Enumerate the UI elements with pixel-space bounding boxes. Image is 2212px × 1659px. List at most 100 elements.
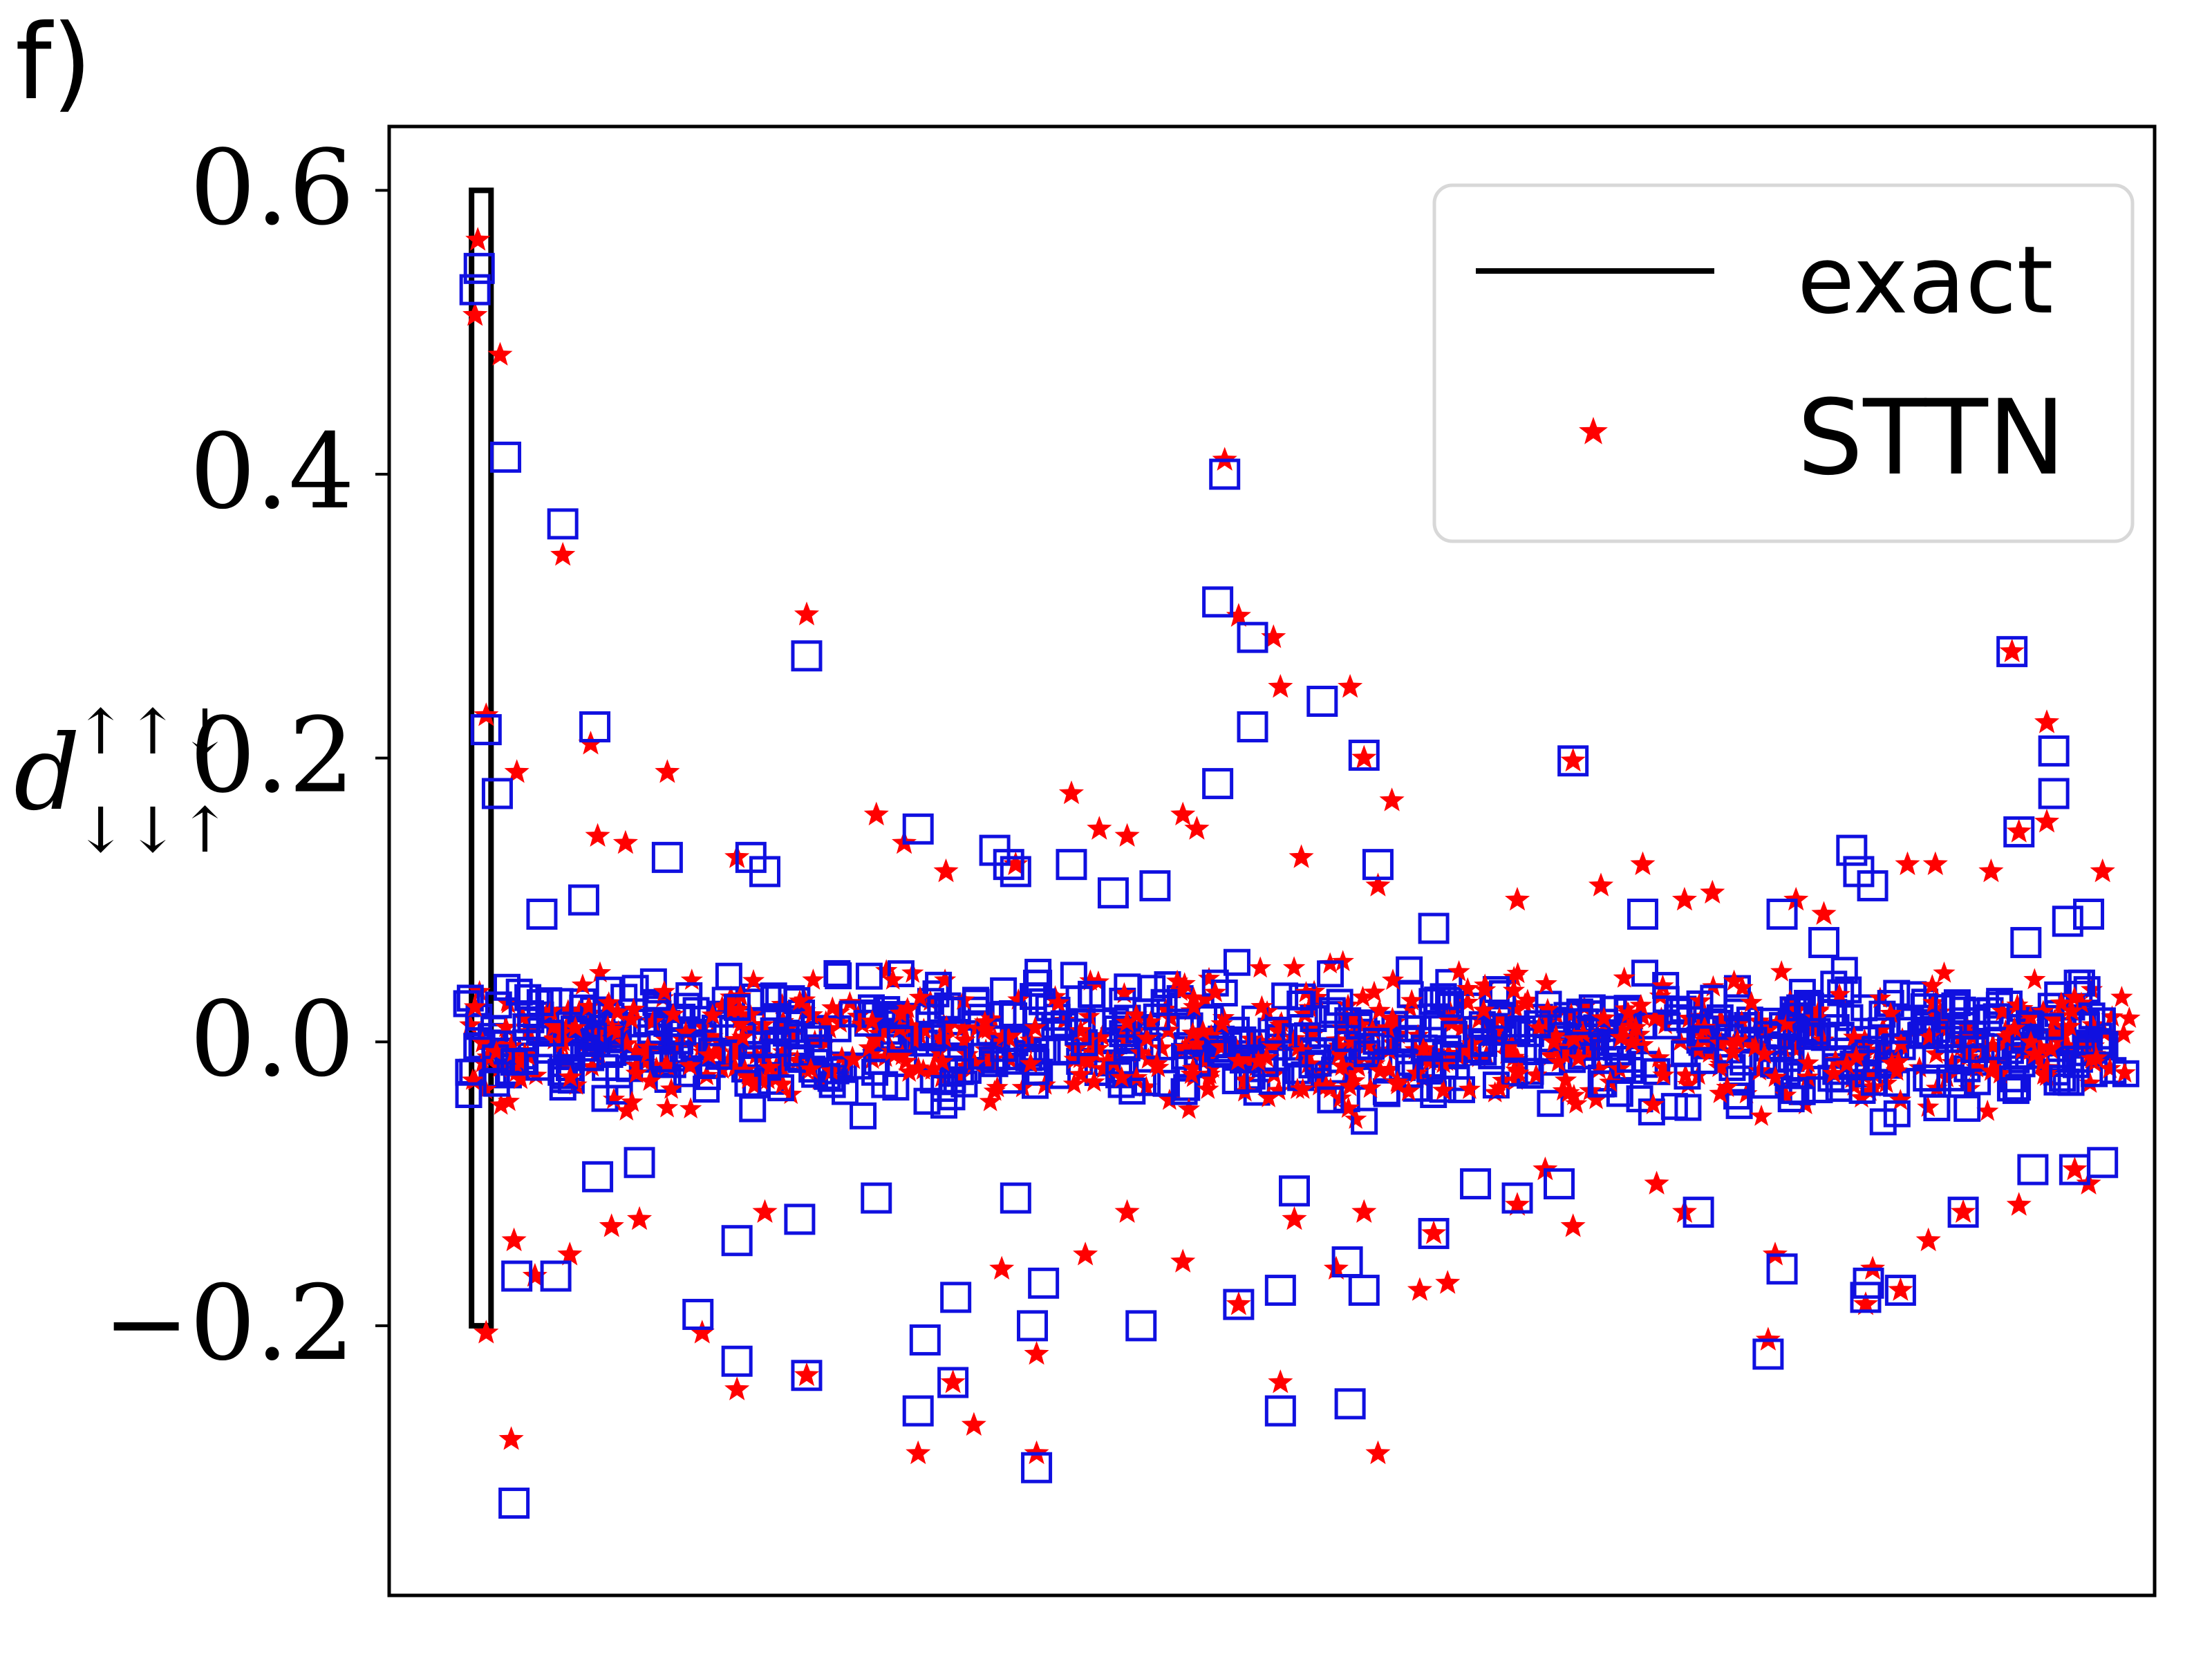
square-point bbox=[1418, 912, 1450, 944]
sttn-point bbox=[659, 1077, 683, 1099]
sttn-point bbox=[1472, 998, 1495, 1020]
sttn-point bbox=[474, 1320, 499, 1344]
sttn-point bbox=[620, 1008, 643, 1029]
square-point bbox=[1326, 988, 1353, 1016]
sttn-point bbox=[1400, 988, 1423, 1011]
sttn-point bbox=[2035, 1062, 2058, 1084]
sttn-point bbox=[1573, 995, 1595, 1017]
sttn-point bbox=[1368, 999, 1391, 1020]
square-point bbox=[2052, 906, 2083, 937]
square-point bbox=[1780, 1077, 1808, 1105]
sttn-point bbox=[739, 1018, 762, 1040]
sttn-point bbox=[1135, 1076, 1158, 1097]
square-point bbox=[1410, 1034, 1438, 1062]
square-point bbox=[2049, 1065, 2077, 1092]
y-tick-label: 0.0 bbox=[189, 980, 355, 1100]
sttn-point bbox=[1917, 1096, 1940, 1117]
sttn-point bbox=[724, 1056, 747, 1078]
sttn-point bbox=[1158, 1088, 1181, 1110]
sttn-point bbox=[900, 1014, 923, 1036]
square-point bbox=[639, 968, 667, 995]
sttn-point bbox=[1173, 972, 1196, 993]
square-point bbox=[1867, 1017, 1895, 1044]
sttn-point bbox=[489, 1093, 512, 1115]
sttn-point bbox=[1647, 1046, 1670, 1068]
square-point bbox=[1298, 1051, 1326, 1079]
square-point bbox=[1999, 1065, 2027, 1093]
sttn-point bbox=[1421, 1220, 1447, 1244]
sttn-point bbox=[636, 1042, 659, 1063]
square-point bbox=[1501, 1182, 1533, 1214]
square-point bbox=[1783, 997, 1811, 1024]
sttn-point bbox=[1805, 1006, 1828, 1028]
sttn-point bbox=[2031, 1051, 2054, 1073]
sttn-point bbox=[1644, 1006, 1667, 1029]
sttn-point bbox=[1338, 1075, 1361, 1096]
square-point bbox=[940, 1282, 972, 1313]
square-point bbox=[1674, 1062, 1701, 1090]
sttn-point bbox=[588, 961, 612, 983]
sttn-point bbox=[1941, 1051, 1964, 1073]
sttn-point bbox=[1506, 962, 1529, 984]
sttn-point bbox=[2023, 1042, 2046, 1065]
sttn-point bbox=[678, 1054, 702, 1076]
sttn-point bbox=[1263, 1062, 1286, 1085]
sttn-point bbox=[1856, 1033, 1879, 1054]
square-point bbox=[721, 1345, 753, 1377]
square-point bbox=[1835, 976, 1862, 1004]
square-point bbox=[1358, 1033, 1385, 1060]
sttn-point bbox=[1087, 816, 1112, 840]
square-point bbox=[1808, 927, 1840, 959]
sttn-point bbox=[898, 1060, 921, 1082]
square-point bbox=[621, 975, 649, 1002]
sttn-point bbox=[585, 823, 610, 847]
panel-label: f) bbox=[15, 3, 92, 123]
square-point bbox=[1848, 1076, 1876, 1104]
sttn-point bbox=[1130, 1041, 1152, 1063]
sttn-point bbox=[1139, 1010, 1162, 1032]
sttn-point bbox=[770, 1056, 794, 1077]
square-point bbox=[887, 960, 915, 988]
sttn-point bbox=[1547, 1051, 1570, 1072]
sttn-point bbox=[903, 1029, 926, 1051]
sttn-point bbox=[1976, 1099, 1999, 1121]
sttn-point bbox=[2023, 968, 2046, 990]
sttn-point bbox=[1528, 1016, 1550, 1038]
square-point bbox=[767, 1074, 795, 1102]
square-point bbox=[558, 1042, 585, 1070]
square-point bbox=[752, 1031, 780, 1059]
square-point bbox=[2112, 1060, 2139, 1087]
sttn-point bbox=[1731, 976, 1754, 997]
sttn-point bbox=[1116, 1011, 1138, 1032]
sttn-point bbox=[465, 227, 491, 251]
sttn-point bbox=[1536, 997, 1559, 1020]
square-point bbox=[1331, 1246, 1363, 1278]
sttn-point bbox=[1560, 747, 1586, 772]
sttn-point bbox=[1381, 1006, 1404, 1029]
square-point bbox=[1317, 960, 1344, 988]
square-point bbox=[1564, 1008, 1592, 1035]
square-point bbox=[1435, 968, 1463, 996]
sttn-point bbox=[1700, 879, 1725, 904]
sttn-point bbox=[1255, 1046, 1278, 1067]
square-point bbox=[1524, 1010, 1551, 1038]
square-point bbox=[1021, 1452, 1053, 1483]
sttn-point bbox=[2006, 1192, 2032, 1216]
sttn-point bbox=[601, 1018, 624, 1040]
sttn-point bbox=[624, 1040, 647, 1062]
sttn-point bbox=[1450, 1016, 1473, 1038]
square-point bbox=[675, 982, 703, 1009]
legend-label-exact: exact bbox=[1797, 226, 2053, 335]
sttn-point bbox=[606, 1029, 629, 1051]
sttn-point bbox=[1154, 997, 1177, 1020]
square-point bbox=[1850, 994, 1878, 1022]
square-point bbox=[1097, 877, 1129, 909]
square-point bbox=[1436, 991, 1464, 1018]
square-point bbox=[1700, 984, 1727, 1012]
sttn-point bbox=[821, 996, 844, 1018]
square-point bbox=[1953, 1094, 1981, 1122]
sttn-point bbox=[953, 1029, 976, 1050]
sttn-point bbox=[1474, 978, 1497, 1000]
square-point bbox=[830, 1056, 857, 1083]
sttn-point bbox=[2056, 1034, 2079, 1056]
